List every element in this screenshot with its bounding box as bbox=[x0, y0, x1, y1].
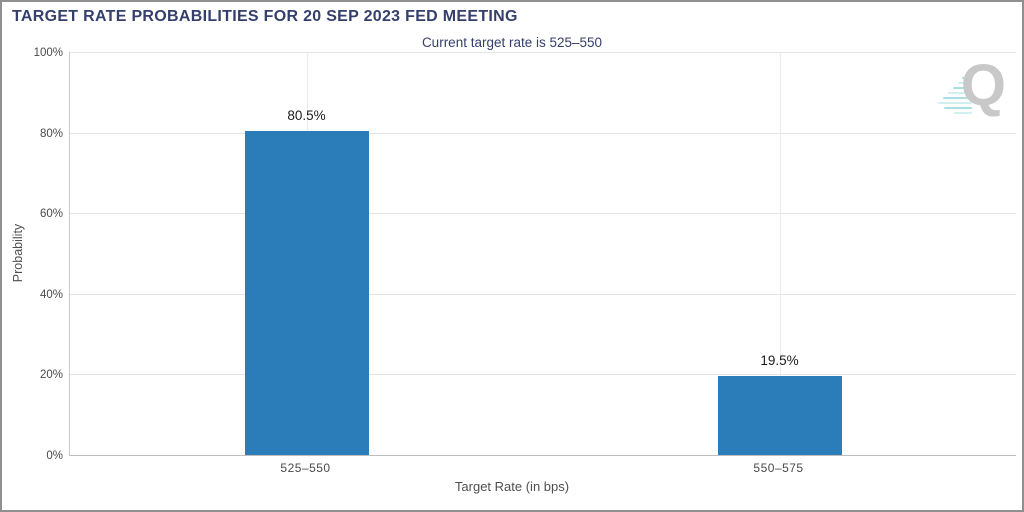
q-watermark-logo: Q bbox=[926, 53, 1010, 130]
y-tick-60: 60% bbox=[39, 208, 63, 221]
speedline-dash bbox=[938, 102, 972, 104]
x-tick-550-575: 550–575 bbox=[753, 461, 804, 475]
x-axis-tick-labels: 525–550 550–575 bbox=[69, 461, 1015, 477]
speedline-dash bbox=[944, 107, 972, 109]
bar-525-550 bbox=[244, 130, 369, 455]
chart-title: TARGET RATE PROBABILITIES FOR 20 SEP 202… bbox=[12, 8, 518, 25]
chart-subtitle: Current target rate is 525–550 bbox=[421, 35, 603, 50]
bar-550-575 bbox=[717, 376, 842, 455]
y-tick-40: 40% bbox=[39, 288, 63, 301]
speedline-dash bbox=[966, 72, 972, 74]
y-axis-tick-labels: 0% 20% 40% 60% 80% 100% bbox=[2, 47, 63, 462]
y-tick-20: 20% bbox=[39, 369, 63, 382]
bar-value-label: 80.5% bbox=[287, 107, 326, 123]
speedline-dash bbox=[962, 77, 972, 79]
plot-area: 80.5% 19.5% bbox=[69, 52, 1016, 456]
gridline-20 bbox=[70, 374, 1016, 376]
x-axis-title: Target Rate (in bps) bbox=[454, 479, 570, 494]
y-tick-0: 0% bbox=[46, 450, 63, 462]
y-tick-80: 80% bbox=[39, 127, 63, 140]
bar-group-525-550: 80.5% bbox=[244, 52, 369, 455]
gridline-80 bbox=[70, 132, 1016, 134]
q-logo-speedlines bbox=[926, 72, 972, 114]
speedline-dash bbox=[953, 87, 972, 89]
speedline-dash bbox=[943, 97, 972, 99]
gridline-category-2 bbox=[779, 52, 781, 455]
q-logo-letter: Q bbox=[960, 53, 1006, 118]
speedline-dash bbox=[954, 112, 972, 114]
speedline-dash bbox=[958, 82, 972, 84]
y-tick-100: 100% bbox=[33, 47, 63, 59]
bar-group-550-575: 19.5% bbox=[717, 52, 842, 455]
gridline-40 bbox=[70, 293, 1016, 295]
x-tick-525-550: 525–550 bbox=[280, 461, 331, 475]
gridline-100 bbox=[70, 52, 1016, 53]
bar-value-label: 19.5% bbox=[760, 353, 799, 369]
gridline-60 bbox=[70, 213, 1016, 215]
speedline-dash bbox=[948, 92, 972, 94]
